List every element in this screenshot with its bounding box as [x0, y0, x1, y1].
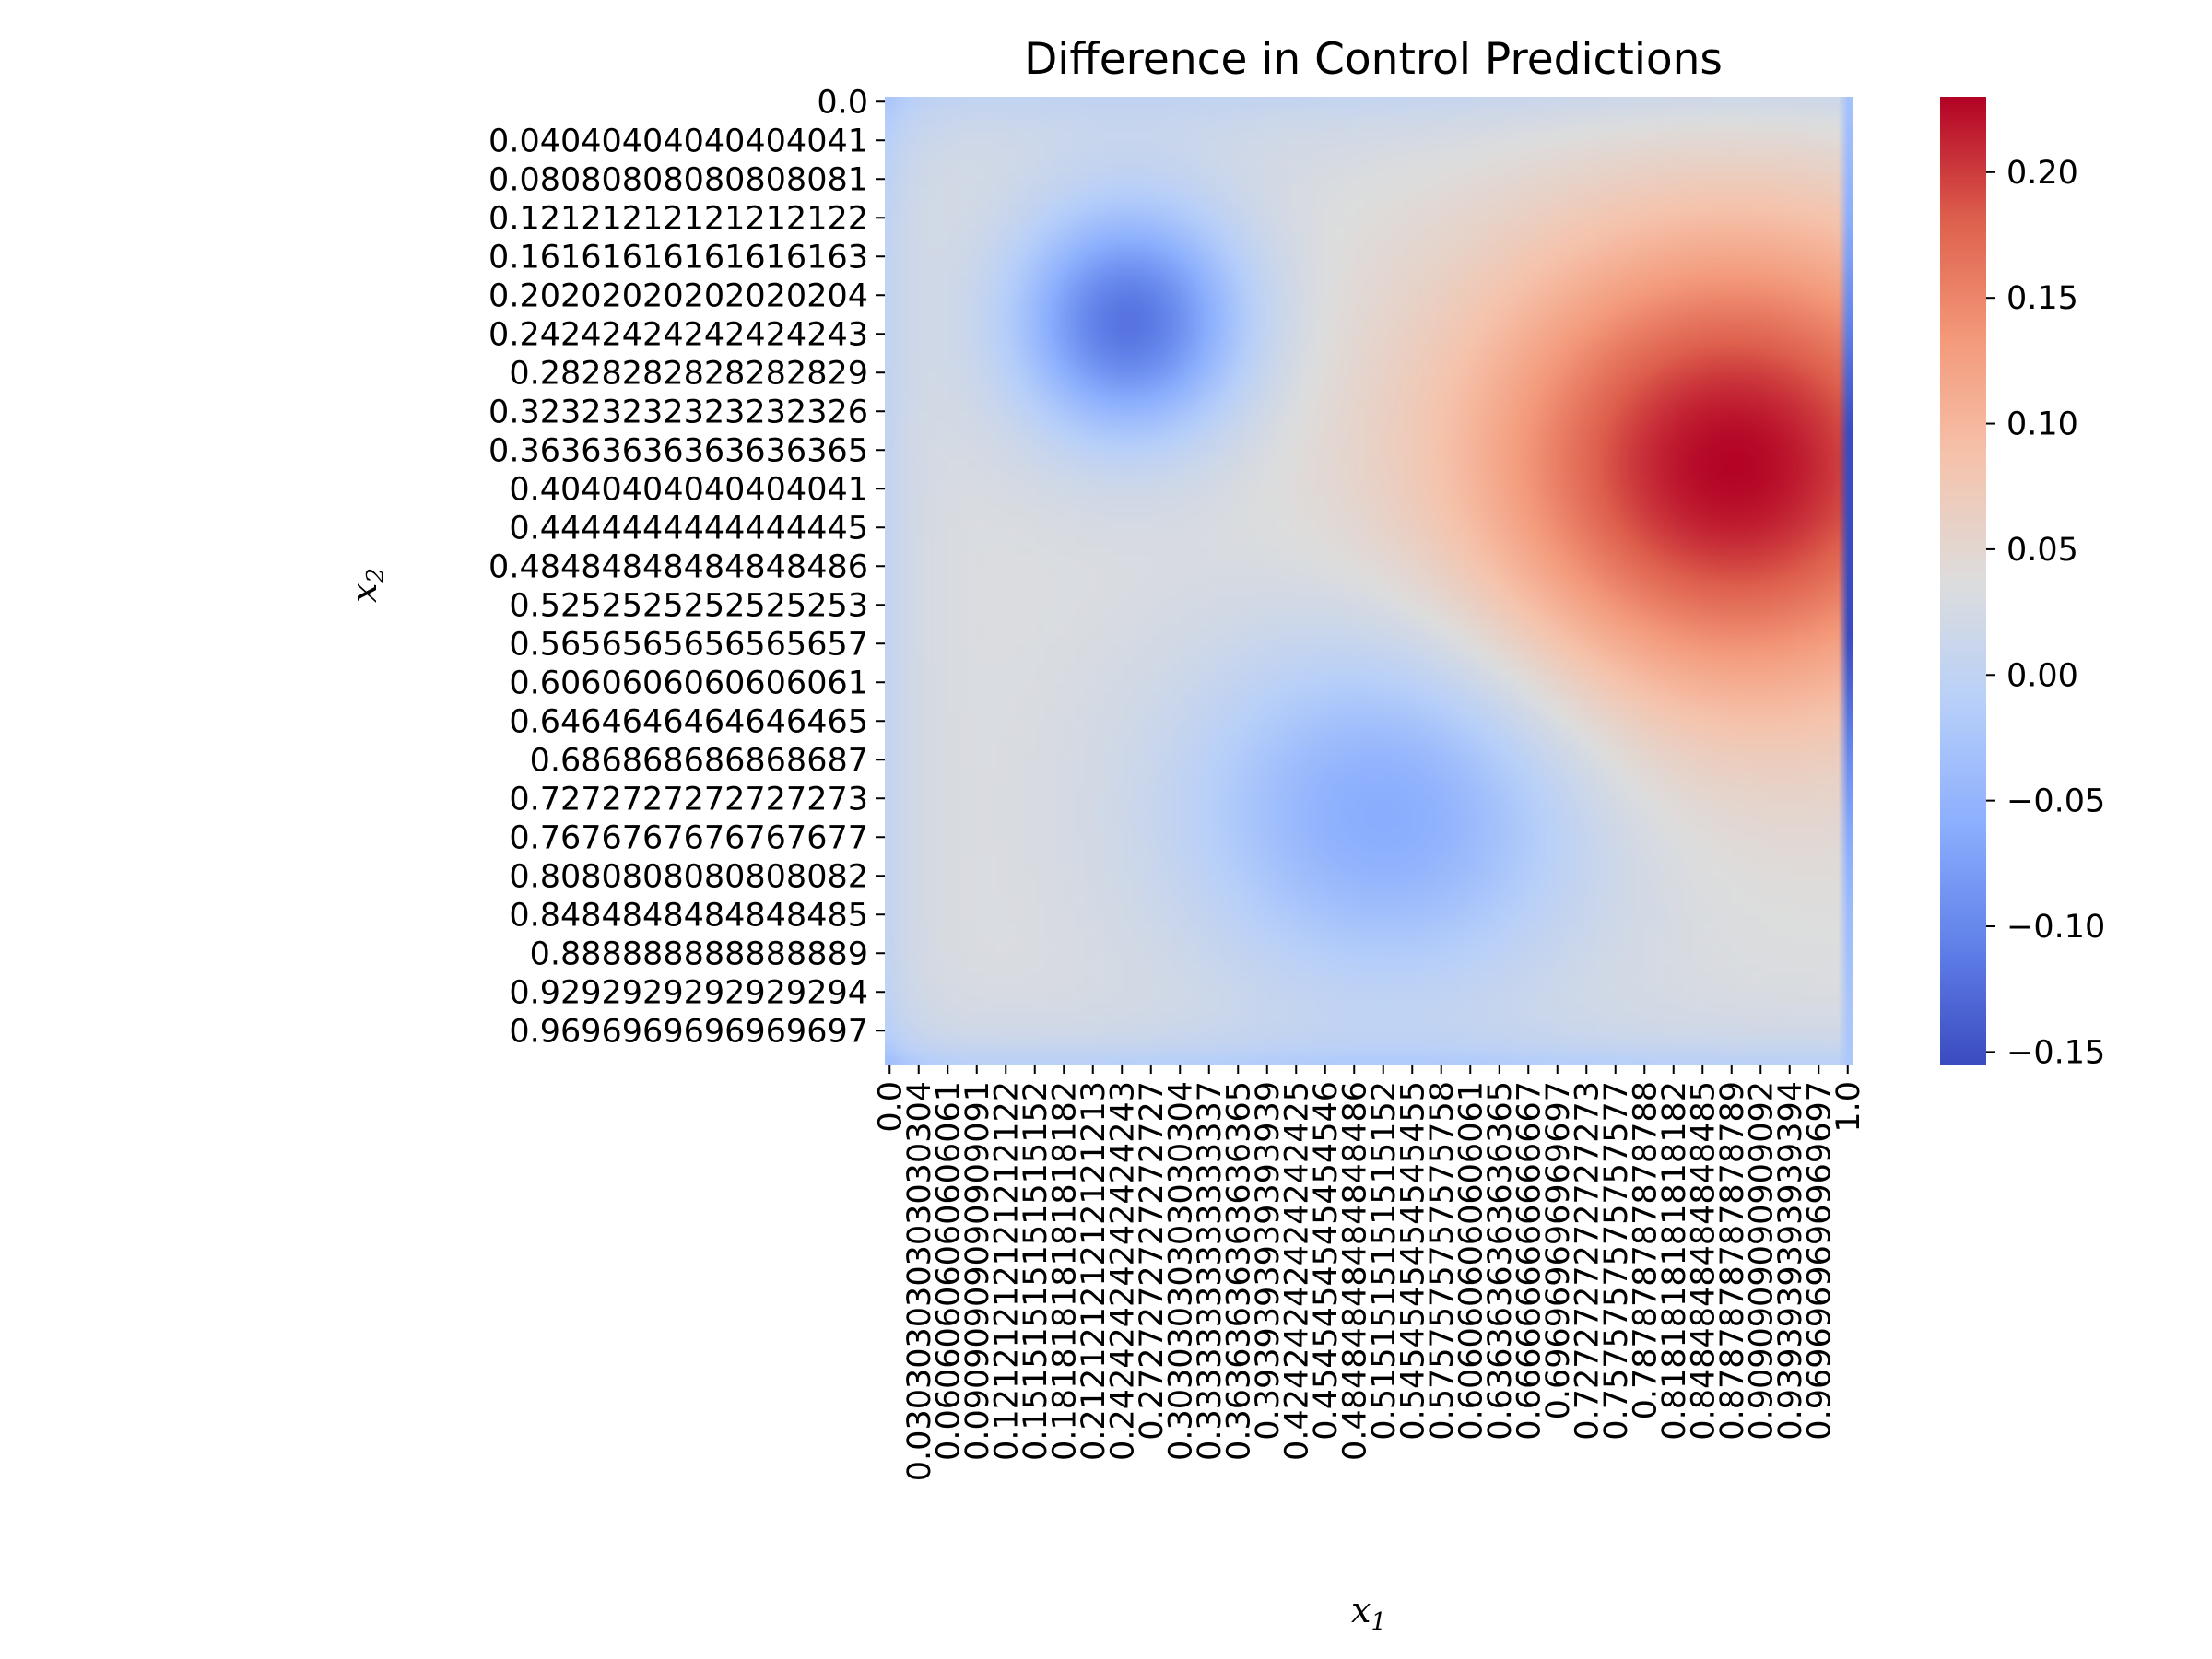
x-tick-label: 0.9090909090909092 — [1743, 1081, 1780, 1441]
x-tick-label: 0.24242424242424243 — [1104, 1081, 1141, 1461]
x-tick-label: 1.0 — [1830, 1081, 1867, 1133]
x-tick-label: 0.18181818181818182 — [1046, 1081, 1083, 1461]
x-tick-label: 0.48484848484848486 — [1336, 1081, 1373, 1461]
colorbar-area — [1940, 97, 1986, 1065]
y-tick-label: 0.4040404040404041 — [509, 471, 868, 508]
y-tick-label: 0.5252525252525253 — [509, 587, 868, 624]
x-tick-label: 0.12121212121212122 — [988, 1081, 1025, 1461]
y-tick-label: 0.0 — [817, 84, 868, 121]
colorbar-tick-label: 0.10 — [2006, 406, 2078, 443]
x-tick-label: 0.5757575757575758 — [1424, 1081, 1461, 1441]
colorbar-tick-label: −0.10 — [2006, 909, 2105, 946]
x-tick-label: 0.787878787878788 — [1627, 1081, 1664, 1419]
x-tick-label: 0.06060606060606061 — [930, 1081, 967, 1461]
x-tick-label: 0.696969696969697 — [1540, 1081, 1577, 1419]
y-tick-label: 0.9292929292929294 — [509, 974, 868, 1011]
heatmap-canvas — [885, 97, 1853, 1065]
y-tick-label: 0.32323232323232326 — [488, 394, 868, 430]
x-tick-label: 0.36363636363636365 — [1220, 1081, 1257, 1461]
colorbar-tick-label: 0.20 — [2006, 155, 2078, 192]
y-tick-label: 0.04040404040404041 — [488, 123, 868, 159]
x-tick-label: 0.30303030303030304 — [1162, 1081, 1199, 1461]
y-tick-label: 0.4444444444444445 — [509, 510, 868, 547]
x-tick-label: 0.8484848484848485 — [1685, 1081, 1722, 1441]
x-tick-label: 0.5454545454545455 — [1394, 1081, 1431, 1441]
x-tick-label: 0.4545454545454546 — [1308, 1081, 1345, 1441]
colorbar-tick-label: 0.05 — [2006, 532, 2078, 569]
chart-title: Difference in Control Predictions — [1024, 34, 1723, 85]
y-tick-label: 0.6464646464646465 — [509, 703, 868, 740]
y-axis-ticks: 0.00.040404040404040410.0808080808080808… — [488, 84, 885, 1050]
x-axis-label: x1 — [1351, 1590, 1386, 1636]
y-tick-label: 0.08080808080808081 — [488, 161, 868, 198]
y-tick-label: 0.16161616161616163 — [488, 239, 868, 276]
x-tick-label: 0.6363636363636365 — [1482, 1081, 1519, 1441]
y-tick-label: 0.24242424242424243 — [488, 316, 868, 353]
heatmap-plot-area — [885, 97, 1853, 1065]
colorbar-ticks: 0.20 0.15 0.10 0.05 0.00 −0.05 −0.10 −0.15 — [1986, 155, 2105, 1071]
y-tick-label: 0.12121212121212122 — [488, 200, 868, 237]
colorbar-tick-label: 0.15 — [2006, 280, 2078, 317]
y-tick-label: 0.888888888888889 — [530, 935, 868, 972]
x-tick-label: 0.030303030303030304 — [901, 1081, 938, 1481]
y-tick-label: 0.7272727272727273 — [509, 781, 868, 818]
x-tick-label: 0.0 — [872, 1081, 909, 1133]
y-tick-label: 0.20202020202020204 — [488, 277, 868, 314]
y-tick-label: 0.7676767676767677 — [509, 819, 868, 856]
colorbar-canvas — [1940, 97, 1986, 1065]
y-tick-label: 0.8484848484848485 — [509, 897, 868, 934]
colorbar-tick-label: 0.00 — [2006, 657, 2078, 694]
y-tick-label: 0.6060606060606061 — [509, 665, 868, 701]
x-tick-label: 0.2727272727272727 — [1134, 1081, 1171, 1441]
y-tick-label: 0.5656565656565657 — [509, 626, 868, 663]
x-tick-label: 0.9393939393939394 — [1772, 1081, 1809, 1441]
y-tick-label: 0.686868686868687 — [530, 742, 868, 779]
x-tick-label: 0.8181818181818182 — [1656, 1081, 1693, 1441]
x-tick-label: 0.42424242424242425 — [1278, 1081, 1315, 1461]
x-tick-label: 0.09090909090909091 — [959, 1081, 996, 1461]
y-tick-label: 0.2828282828282829 — [509, 355, 868, 392]
x-tick-label: 0.21212121212121213 — [1076, 1081, 1112, 1461]
colorbar-tick-label: −0.15 — [2006, 1034, 2105, 1071]
y-tick-label: 0.8080808080808082 — [509, 858, 868, 895]
y-tick-label: 0.9696969696969697 — [509, 1013, 868, 1050]
x-tick-label: 0.8787878787878789 — [1714, 1081, 1751, 1441]
x-tick-label: 0.6666666666666667 — [1511, 1081, 1547, 1441]
x-tick-label: 0.6060606060606061 — [1453, 1081, 1489, 1441]
x-tick-label: 0.3939393939393939 — [1250, 1081, 1287, 1441]
colorbar-tick-label: −0.05 — [2006, 783, 2105, 820]
y-axis-label: x2 — [344, 568, 390, 603]
y-tick-label: 0.48484848484848486 — [488, 548, 868, 585]
x-tick-label: 0.33333333333333337 — [1192, 1081, 1229, 1461]
y-tick-label: 0.36363636363636365 — [488, 432, 868, 469]
x-axis-ticks: 0.00.0303030303030303040.060606060606060… — [872, 1065, 1867, 1481]
x-tick-label: 0.7575757575757577 — [1598, 1081, 1635, 1441]
x-tick-label: 0.7272727272727273 — [1569, 1081, 1606, 1441]
x-tick-label: 0.9696969696969697 — [1801, 1081, 1838, 1441]
x-tick-label: 0.5151515151515152 — [1366, 1081, 1403, 1441]
x-tick-label: 0.15151515151515152 — [1018, 1081, 1054, 1461]
